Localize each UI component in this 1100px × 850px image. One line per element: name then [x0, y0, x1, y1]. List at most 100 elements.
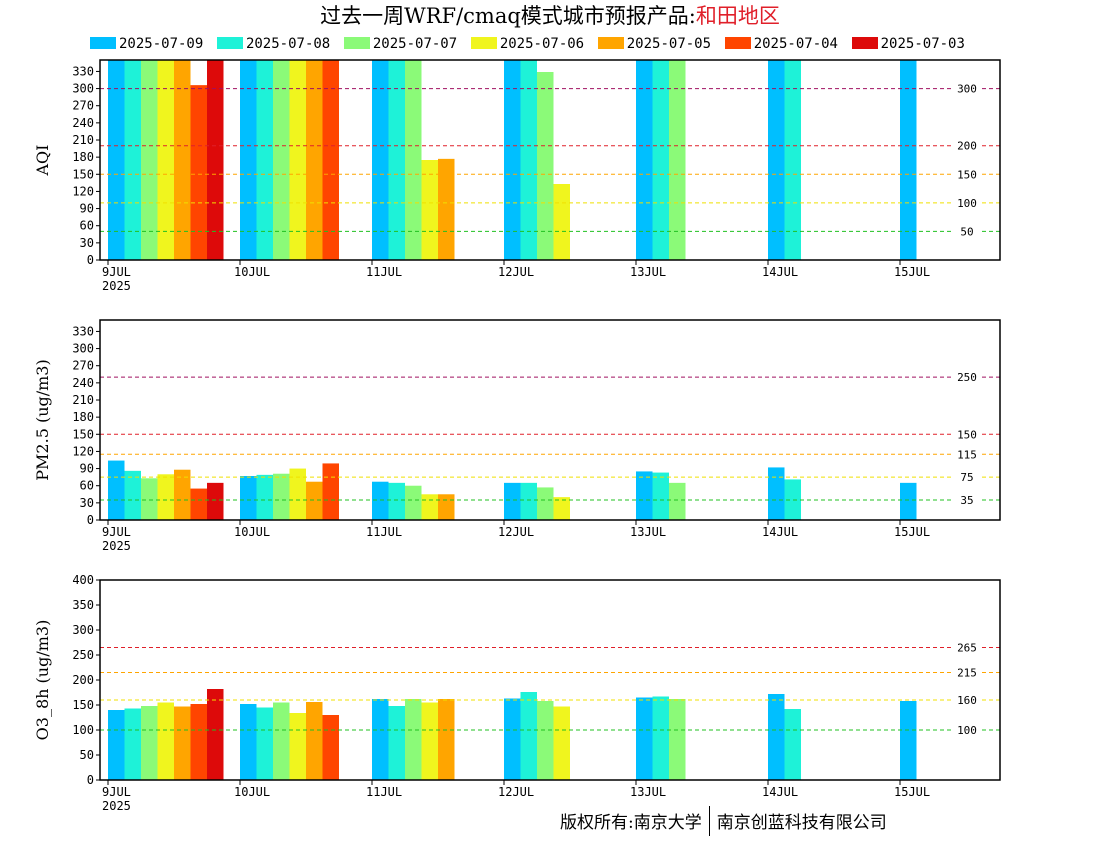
x-tick-label: 13JUL [630, 265, 666, 279]
y-tick-label: 180 [72, 410, 94, 424]
bar [124, 470, 141, 520]
y-tick-label: 330 [72, 64, 94, 78]
chart-panel: 0 30 60 90 120 150 180 210 240 270 300 330 PM2.5 (ug… [33, 319, 1001, 553]
bar [768, 467, 785, 520]
bar [273, 702, 290, 780]
reference-label-bg [952, 448, 982, 461]
legend-label: 2025-07-08 [245, 36, 331, 52]
bar [784, 60, 801, 260]
legend-item: 2025-07-07 [343, 34, 457, 54]
reference-label-bg [952, 666, 982, 679]
bar [504, 698, 521, 780]
bar [405, 60, 422, 260]
y-tick-label: 240 [72, 376, 94, 390]
reference-label: 100 [957, 724, 977, 737]
chart-title: 过去一周WRF/cmaq模式城市预报产品:和田地区 [0, 2, 1100, 30]
reference-label: 215 [957, 667, 977, 680]
y-tick-label: 150 [72, 698, 94, 712]
reference-label-bg [952, 428, 982, 441]
reference-label: 250 [957, 371, 977, 384]
bar [421, 494, 438, 520]
y-tick-label: 330 [72, 324, 94, 338]
bar [784, 479, 801, 520]
legend-item: 2025-07-03 [851, 34, 965, 54]
bar [652, 60, 669, 260]
reference-label-bg [952, 724, 982, 736]
bar [669, 699, 686, 780]
bar [322, 463, 339, 520]
plot-frame [99, 579, 1001, 781]
bar [388, 706, 405, 780]
legend-swatch [216, 37, 243, 49]
bar [768, 60, 785, 260]
bar [388, 482, 405, 520]
bar [273, 60, 290, 260]
y-tick-label: 400 [72, 573, 94, 587]
bar [520, 60, 537, 260]
y-tick-label: 300 [72, 342, 94, 356]
y-tick-label: 200 [72, 673, 94, 687]
y-tick-label: 30 [80, 236, 94, 250]
bar [520, 482, 537, 520]
chart-panel: 0 50 100 150 200 250 300 350 400 O3_8h (ug/m3) 265… [33, 573, 1001, 813]
y-tick-label: 50 [80, 748, 94, 762]
legend-item: 2025-07-08 [216, 34, 331, 54]
bar [504, 482, 521, 520]
y-tick-label: 0 [87, 513, 94, 527]
legend-swatch [597, 37, 624, 49]
x-tick-label: 15JUL [894, 785, 930, 799]
reference-label: 150 [957, 168, 977, 181]
y-tick-label: 300 [72, 82, 94, 96]
y-tick-label: 90 [80, 202, 94, 216]
x-tick-label: 9JUL [102, 785, 131, 799]
reference-label-bg [952, 494, 982, 506]
chart-panel: 0 30 60 90 120 150 180 210 240 270 300 330 AQI 300 200… [33, 59, 1001, 293]
legend-label: 2025-07-05 [626, 36, 712, 52]
legend-item: 2025-07-09 [90, 34, 203, 54]
bar [207, 60, 224, 260]
bar [388, 60, 405, 260]
bar [768, 694, 785, 780]
y-tick-label: 210 [72, 393, 94, 407]
bar [405, 485, 422, 520]
bar [190, 704, 207, 780]
x-tick-label: 9JUL [102, 265, 131, 279]
reference-label-bg [952, 371, 982, 384]
bar [174, 469, 191, 520]
bar [405, 699, 422, 780]
reference-label-bg [952, 694, 982, 706]
reference-label-bg [952, 82, 982, 95]
x-tick-label: 13JUL [630, 785, 666, 799]
bar [108, 460, 125, 520]
bar [240, 704, 257, 780]
y-tick-label: 120 [72, 184, 94, 198]
bar [108, 60, 125, 260]
bar [669, 60, 686, 260]
plot-frame [99, 59, 1001, 261]
legend-swatch [470, 37, 497, 49]
title-prefix: 过去一周WRF/cmaq模式城市预报产品: [320, 4, 696, 28]
bar [636, 60, 653, 260]
bar [306, 481, 323, 520]
reference-label-bg [952, 139, 982, 152]
bar [256, 707, 273, 780]
legend-swatch [724, 37, 751, 49]
y-tick-label: 150 [72, 167, 94, 181]
copyright-footer: 版权所有:南京大学 南京创蓝科技有限公司 [560, 806, 887, 840]
reference-label-bg [952, 641, 982, 654]
bar [900, 60, 917, 260]
bar [190, 85, 207, 261]
bar [537, 72, 554, 260]
y-tick-label: 60 [80, 219, 94, 233]
y-tick-label: 180 [72, 150, 94, 164]
reference-label: 100 [957, 197, 977, 210]
y-tick-label: 0 [87, 773, 94, 787]
y-tick-label: 30 [80, 496, 94, 510]
bar [124, 60, 141, 260]
y-tick-label: 60 [80, 479, 94, 493]
bar [289, 468, 306, 520]
x-tick-label: 9JUL [102, 525, 131, 539]
x-tick-label: 11JUL [366, 785, 402, 799]
y-tick-label: 350 [72, 598, 94, 612]
